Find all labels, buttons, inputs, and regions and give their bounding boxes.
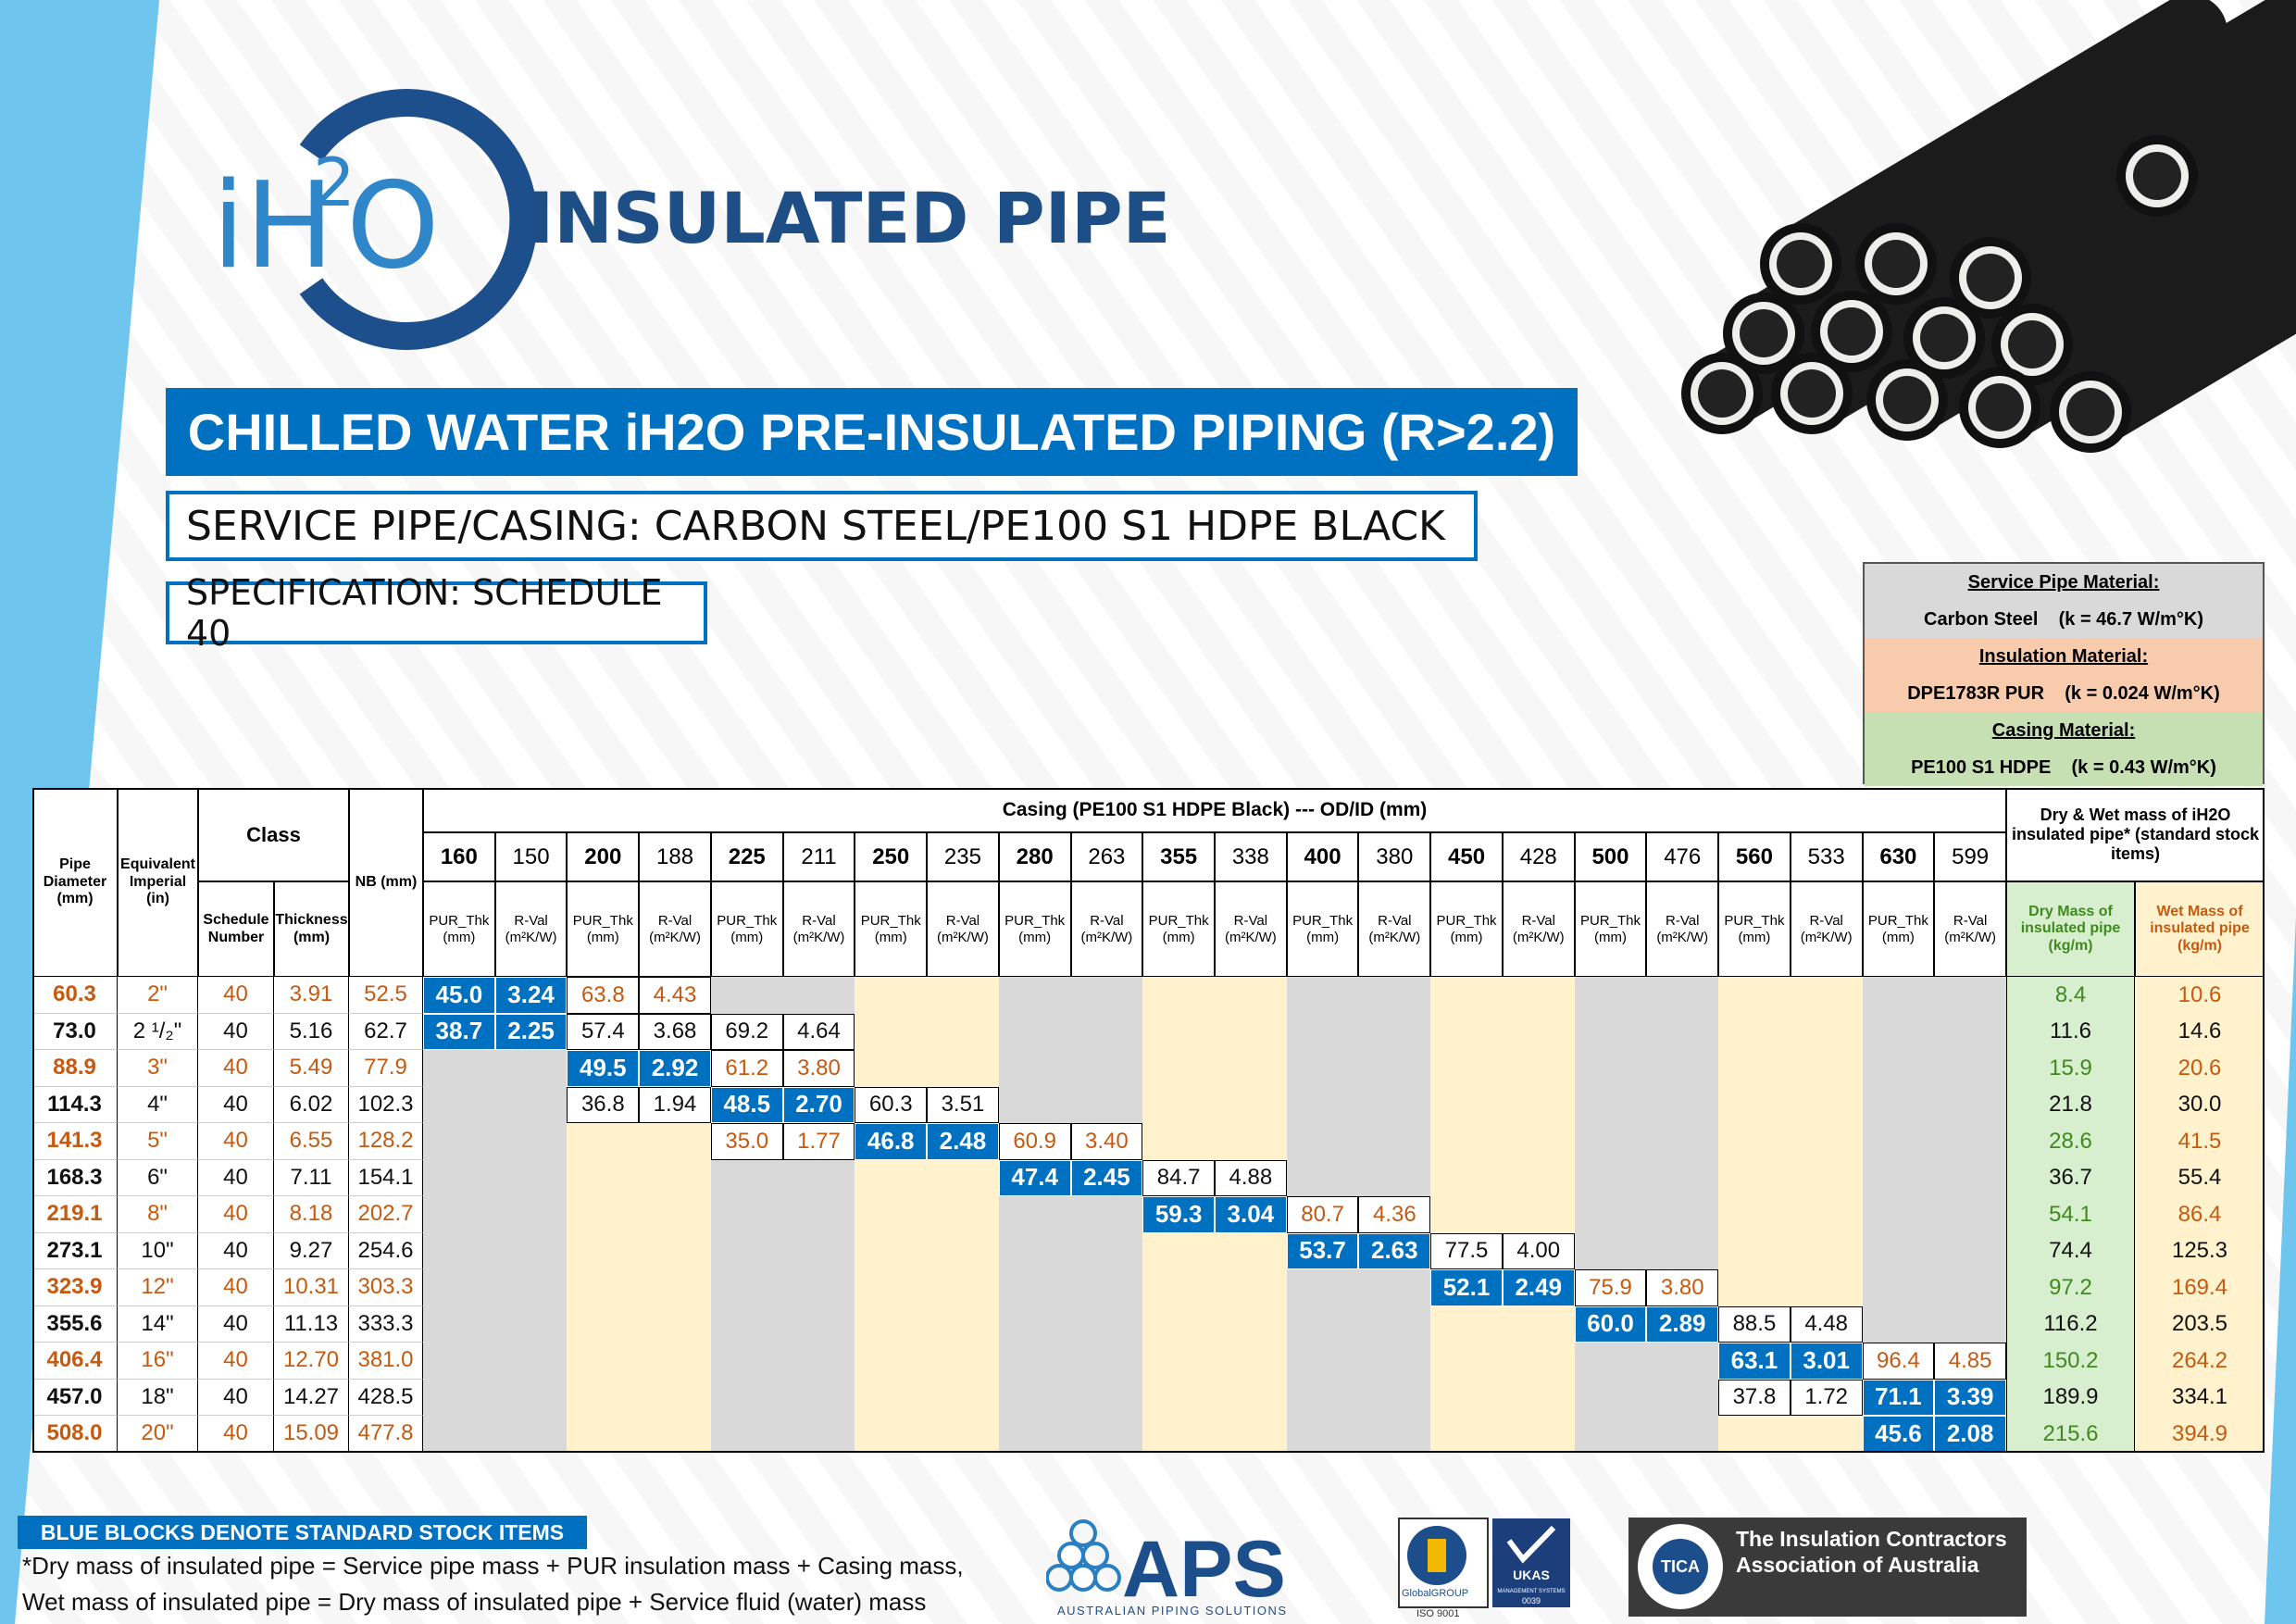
global-text: GlobalGROUP <box>1402 1588 1468 1599</box>
iso-text: ISO 9001 <box>1416 1608 1459 1619</box>
materials-box: Service Pipe Material: Carbon Steel (k = … <box>1863 562 2265 786</box>
legend-label: BLUE BLOCKS DENOTE STANDARD STOCK ITEMS <box>18 1516 587 1549</box>
aps-icon <box>1046 1519 1121 1592</box>
ukas-icon <box>1506 1525 1556 1564</box>
pipe-bore <box>2133 152 2181 200</box>
material-heading: Casing Material: <box>1865 712 2263 749</box>
ukas-logo <box>1492 1518 1570 1607</box>
aps-subtitle: AUSTRALIAN PIPING SOLUTIONS <box>1057 1604 1288 1618</box>
right-strip <box>2265 917 2296 1624</box>
title-banner: CHILLED WATER iH2O PRE-INSULATED PIPING … <box>166 388 1578 476</box>
global-icon <box>1428 1539 1446 1572</box>
pipe-bore <box>1828 307 1876 356</box>
footnote: Wet mass of insulated pipe = Dry mass of… <box>22 1588 927 1616</box>
pipe-bore <box>2066 388 2115 436</box>
pipe-bore <box>1788 369 1836 418</box>
specification-box: SPECIFICATION: SCHEDULE 40 <box>166 572 707 654</box>
ukas-subtitle: MANAGEMENT SYSTEMS <box>1497 1589 1565 1594</box>
pipe-bore <box>1966 254 2015 302</box>
tica-seal <box>1653 1539 1708 1594</box>
brand: INSULATED PIPE <box>528 177 1171 259</box>
logo-text: O <box>346 157 440 295</box>
pipe-bore <box>1698 369 1746 418</box>
pipe-bore <box>1777 240 1825 288</box>
logo-ring <box>299 89 538 350</box>
material-heading: Service Pipe Material: <box>1865 564 2263 601</box>
material-heading: Insulation Material: <box>1865 638 2263 675</box>
pipe-body <box>2119 49 2296 214</box>
logo-superscript: 2 <box>313 144 356 221</box>
pipe-bore <box>2008 320 2056 369</box>
pipe-bore <box>1920 314 1968 362</box>
material-value: DPE1783R PUR (k = 0.024 W/m°K) <box>1865 675 2263 712</box>
pipe-bore <box>1740 309 1788 357</box>
tica-name-box: The Insulation Contractors Association o… <box>1736 1527 2007 1577</box>
footnote: *Dry mass of insulated pipe = Service pi… <box>22 1552 964 1580</box>
logo-text: iH <box>212 157 334 295</box>
material-value: Carbon Steel (k = 46.7 W/m°K) <box>1865 601 2263 638</box>
tica-text: TICA <box>1661 1557 1700 1576</box>
pipe-body <box>1763 0 2227 302</box>
pipe-bore <box>1883 376 1931 424</box>
material-value: PE100 S1 HDPE (k = 0.43 W/m°K) <box>1865 749 2263 786</box>
ukas-text: UKAS <box>1513 1568 1550 1582</box>
pipe-body <box>2053 245 2296 450</box>
ukas-number: 0039 <box>1522 1596 1541 1605</box>
pipe-bundle <box>1681 0 2296 453</box>
pipe-bore <box>1872 240 1920 288</box>
aps-logo: APS <box>1122 1525 1286 1614</box>
tica-name: The Insulation Contractors Association o… <box>1736 1527 2007 1577</box>
service-box: SERVICE PIPE/CASING: CARBON STEEL/PE100 … <box>166 491 1478 561</box>
pipe-bore <box>1976 383 2024 431</box>
partner-logos: APS AUSTRALIAN PIPING SOLUTIONS GlobalGR… <box>1046 1518 2027 1619</box>
